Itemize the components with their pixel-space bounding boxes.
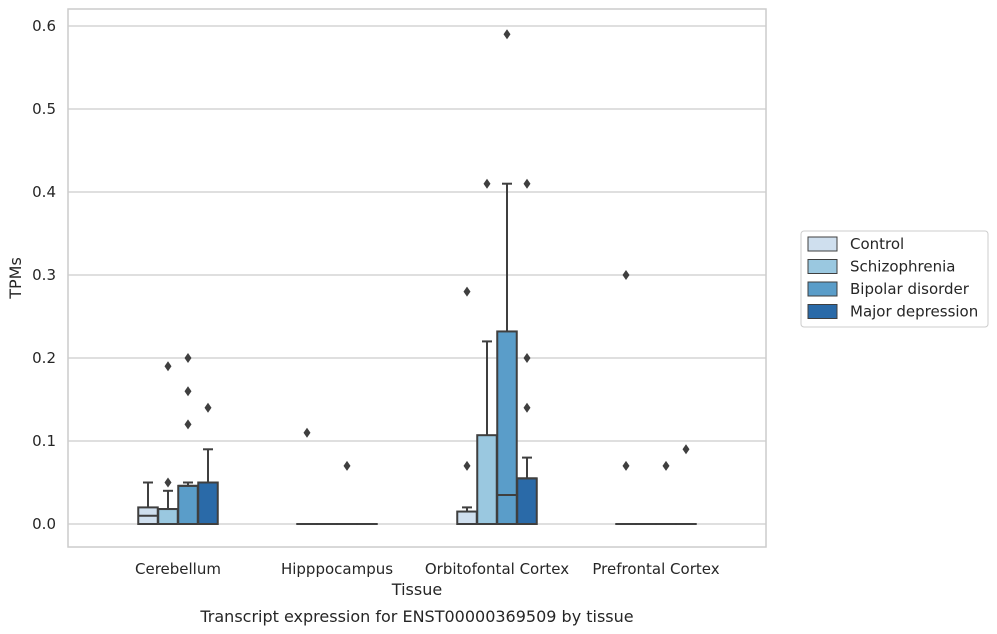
outlier-point xyxy=(303,427,311,438)
iqr-box xyxy=(496,330,518,525)
x-tick-labels: Cerebellum Hipppocampus Orbitofontal Corte… xyxy=(135,560,720,578)
x-tick-label: Hipppocampus xyxy=(281,560,393,578)
outlier-point xyxy=(164,361,172,372)
legend-frame xyxy=(800,230,989,328)
box-major-depression-2 xyxy=(516,178,538,526)
iqr-box xyxy=(456,510,478,525)
y-tick-label: 0.5 xyxy=(32,100,56,118)
x-tick-label: Prefrontal Cortex xyxy=(592,560,719,578)
legend-items: Control Schizophrenia Bipolar disorder Majo… xyxy=(807,235,978,321)
legend-swatch xyxy=(807,259,838,274)
box-control-3 xyxy=(615,270,637,526)
outlier-point xyxy=(164,477,172,488)
x-tick-label: Cerebellum xyxy=(135,560,221,578)
y-tick-label: 0.4 xyxy=(32,183,56,201)
iqr-box xyxy=(177,484,199,526)
outlier-point xyxy=(523,178,531,189)
outlier-point xyxy=(662,460,670,471)
box-schizophrenia-0 xyxy=(157,361,179,525)
iqr-box xyxy=(476,434,498,525)
outlier-point xyxy=(622,270,630,280)
outlier-point xyxy=(184,386,192,397)
box-bipolar-disorder-3 xyxy=(655,460,677,526)
y-tick-label: 0.0 xyxy=(32,515,56,533)
boxes xyxy=(137,29,697,526)
legend-swatch xyxy=(807,304,838,319)
outlier-point xyxy=(682,444,690,455)
legend-swatch xyxy=(807,281,838,297)
box-bipolar-disorder-1 xyxy=(336,460,358,526)
box-control-1 xyxy=(296,427,318,526)
box-bipolar-disorder-0 xyxy=(177,353,199,526)
legend-label: Bipolar disorder xyxy=(850,280,970,298)
box-control-2 xyxy=(456,286,478,525)
box-control-0 xyxy=(137,481,159,525)
y-tick-labels: 0.0 0.1 0.2 0.3 0.4 0.5 0.6 xyxy=(32,17,56,533)
iqr-box xyxy=(197,481,219,525)
legend: Control Schizophrenia Bipolar disorder Majo… xyxy=(800,230,989,328)
legend-label: Schizophrenia xyxy=(850,258,955,276)
y-tick-label: 0.1 xyxy=(32,432,56,450)
y-axis-title: TPMs xyxy=(6,257,25,300)
outlier-point xyxy=(483,178,491,189)
box-bipolar-disorder-2 xyxy=(496,29,518,525)
outlier-point xyxy=(463,286,471,297)
box-schizophrenia-2 xyxy=(476,178,498,525)
outlier-point xyxy=(523,402,531,413)
outlier-point xyxy=(343,460,351,471)
legend-label: Major depression xyxy=(850,303,978,321)
y-tick-label: 0.6 xyxy=(32,17,56,35)
x-tick-label: Orbitofontal Cortex xyxy=(425,560,569,578)
y-tick-label: 0.3 xyxy=(32,266,56,284)
iqr-box xyxy=(157,508,179,525)
legend-swatch xyxy=(807,236,838,252)
iqr-box xyxy=(516,477,538,526)
y-tick-label: 0.2 xyxy=(32,349,56,367)
outlier-point xyxy=(503,29,511,40)
x-axis-title: Tissue xyxy=(391,580,442,599)
outlier-point xyxy=(204,402,212,413)
box-major-depression-0 xyxy=(197,402,219,525)
outlier-point xyxy=(523,353,531,363)
outlier-point xyxy=(622,460,630,471)
outlier-point xyxy=(184,353,192,363)
outlier-point xyxy=(184,419,192,430)
box-major-depression-3 xyxy=(675,444,697,526)
chart-caption: Transcript expression for ENST0000036950… xyxy=(199,607,633,626)
gridlines xyxy=(68,25,766,525)
plot-area-frame xyxy=(67,8,767,548)
outlier-point xyxy=(463,460,471,471)
legend-label: Control xyxy=(850,235,904,253)
